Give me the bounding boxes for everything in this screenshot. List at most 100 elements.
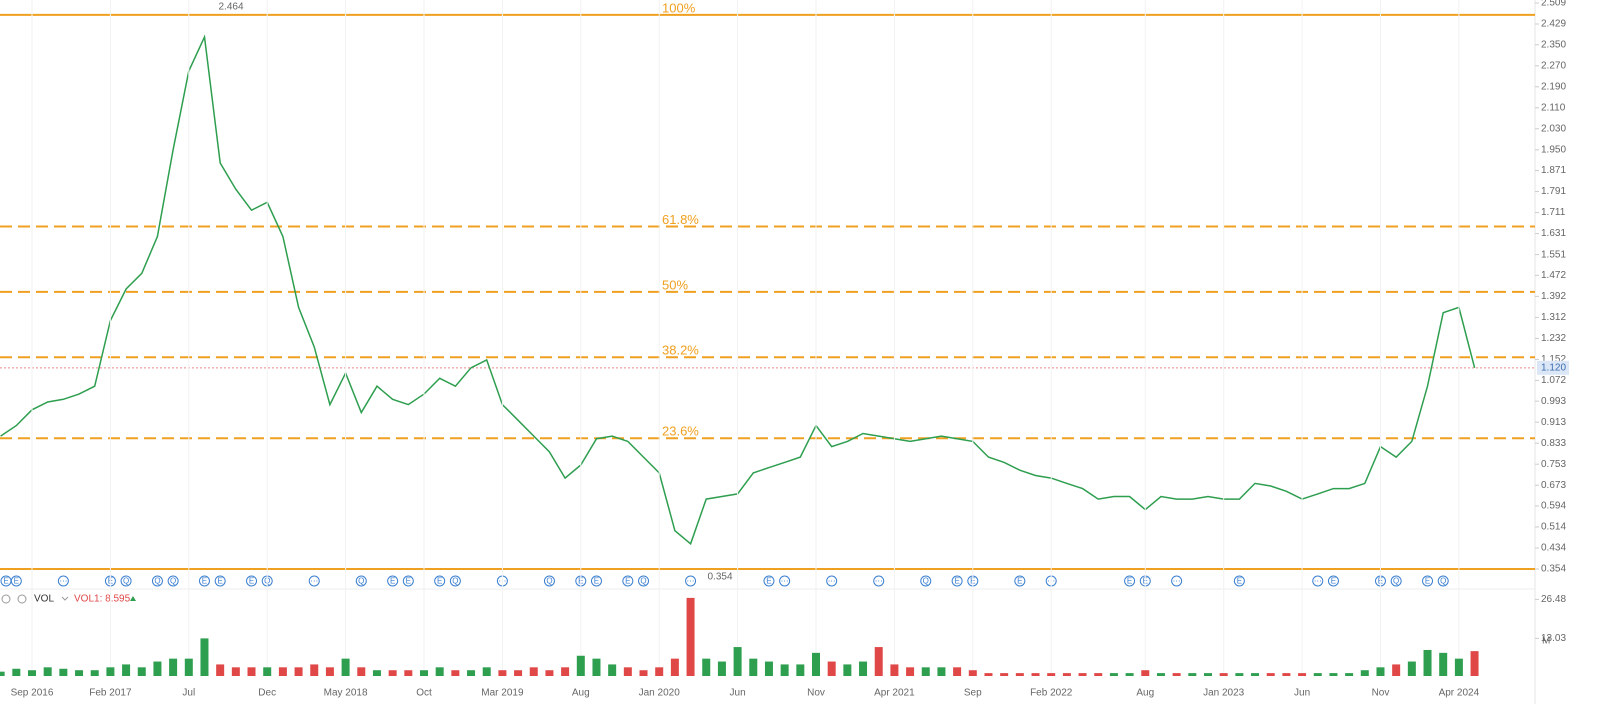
volume-bar (906, 667, 915, 676)
event-icon[interactable] (1014, 575, 1026, 587)
volume-bar (263, 667, 272, 676)
y-tick-label: 1.392 (1541, 291, 1566, 302)
event-icon[interactable] (920, 575, 932, 587)
volume-bar (200, 638, 209, 676)
volume-bar (0, 671, 5, 676)
volume-bar (435, 667, 444, 676)
close-icon[interactable] (17, 594, 27, 604)
y-tick-label: 1.950 (1541, 144, 1566, 155)
event-icon[interactable] (1390, 575, 1402, 587)
volume-title: VOL (34, 594, 54, 605)
event-icon[interactable] (685, 575, 697, 587)
event-icon[interactable] (951, 575, 963, 587)
volume-bar (341, 658, 350, 676)
event-icon[interactable] (826, 575, 838, 587)
x-tick-label: Sep 2016 (11, 688, 54, 699)
y-tick-label: 0.753 (1541, 459, 1566, 470)
event-icon[interactable] (246, 575, 258, 587)
event-icon[interactable] (120, 575, 132, 587)
volume-bar (1047, 673, 1056, 676)
event-icon[interactable] (1124, 575, 1136, 587)
event-icon[interactable] (763, 575, 775, 587)
event-label: E (202, 577, 207, 586)
y-tick-label: 2.030 (1541, 123, 1566, 134)
volume-bar (749, 658, 758, 676)
event-label: ⋯ (781, 577, 789, 586)
volume-bar (153, 661, 162, 676)
volume-bar (1141, 670, 1150, 676)
volume-bar (1015, 673, 1024, 676)
event-icon[interactable] (622, 575, 634, 587)
y-tick-label: 1.711 (1541, 207, 1566, 218)
volume-bar (984, 673, 993, 676)
event-icon[interactable] (1437, 575, 1449, 587)
settings-icon[interactable] (1, 594, 11, 604)
event-icon[interactable] (1171, 575, 1183, 587)
dropdown-icon[interactable] (61, 596, 69, 601)
up-arrow (130, 596, 136, 601)
event-icon[interactable] (10, 575, 22, 587)
volume-bar (937, 667, 946, 676)
volume-bar (451, 670, 460, 676)
event-icon[interactable] (151, 575, 163, 587)
volume-bar (1470, 651, 1479, 676)
fib-label: 50% (662, 277, 688, 292)
fib-label: 100% (662, 0, 696, 15)
event-icon[interactable] (1233, 575, 1245, 587)
x-tick-label: Jun (730, 688, 746, 699)
y-tick-label: 1.551 (1541, 249, 1566, 260)
y-tick-label: 26.48 (1541, 594, 1566, 605)
x-tick-label: Nov (1372, 688, 1390, 699)
event-icon[interactable] (543, 575, 555, 587)
event-icon[interactable] (638, 575, 650, 587)
x-tick-label: Nov (807, 688, 825, 699)
event-icon[interactable] (355, 575, 367, 587)
volume-bar (702, 658, 711, 676)
event-icon[interactable] (1312, 575, 1324, 587)
y-tick-label: 0.833 (1541, 438, 1566, 449)
event-icon[interactable] (57, 575, 69, 587)
volume-bar (827, 661, 836, 676)
y-tick-label: 1.871 (1541, 165, 1566, 176)
event-label: ⋯ (875, 577, 883, 586)
x-tick-label: Dec (258, 688, 276, 699)
volume-bar (608, 664, 617, 676)
event-icon[interactable] (167, 575, 179, 587)
volume-bar (623, 667, 632, 676)
volume-bar (529, 667, 538, 676)
event-icon[interactable] (779, 575, 791, 587)
event-icon[interactable] (449, 575, 461, 587)
volume-bar (1172, 673, 1181, 676)
volume-bar (576, 655, 585, 676)
event-icon[interactable] (402, 575, 414, 587)
event-icon[interactable] (387, 575, 399, 587)
volume-bar (1345, 673, 1354, 676)
x-tick-label: Mar 2019 (481, 688, 524, 699)
volume-bar (1376, 667, 1385, 676)
y-tick-label: 1.232 (1541, 333, 1566, 344)
y-tick-label: 0.354 (1541, 564, 1566, 575)
y-tick-label: 1.791 (1541, 186, 1566, 197)
event-icon[interactable] (873, 575, 885, 587)
volume-bar (670, 658, 679, 676)
event-icon[interactable] (590, 575, 602, 587)
volume-bar (420, 670, 428, 676)
y-tick-label: 2.509 (1541, 0, 1566, 9)
event-icon[interactable] (1422, 575, 1434, 587)
volume-bar (592, 658, 601, 676)
volume-bar (169, 658, 178, 676)
volume-bar (90, 670, 99, 676)
event-icon[interactable] (1327, 575, 1339, 587)
volume-bar (357, 667, 366, 676)
event-icon[interactable] (198, 575, 210, 587)
event-label: E (437, 577, 442, 586)
volume-bar (1266, 673, 1275, 676)
volume-bar (733, 647, 742, 676)
event-icon[interactable] (214, 575, 226, 587)
event-icon[interactable] (308, 575, 320, 587)
event-icon[interactable] (434, 575, 446, 587)
y-tick-label: 0.673 (1541, 480, 1566, 491)
volume-bar (561, 667, 570, 676)
volume-bar (1204, 673, 1212, 676)
x-tick-label: Feb 2017 (89, 688, 132, 699)
